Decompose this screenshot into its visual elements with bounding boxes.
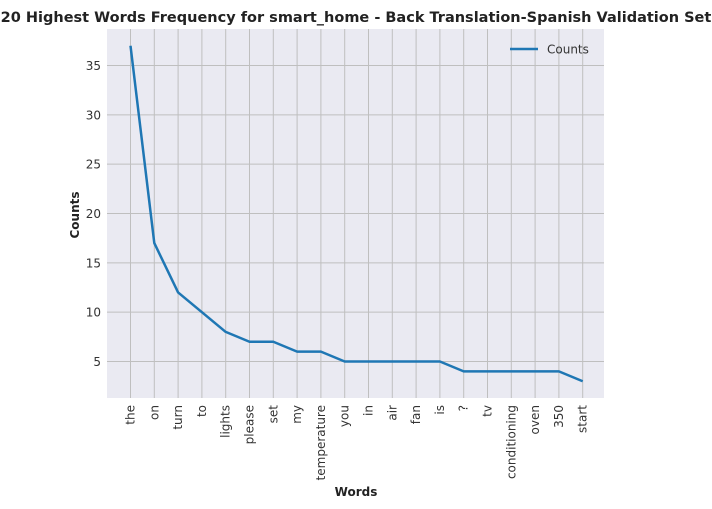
x-tick-label: my [290, 405, 304, 424]
y-tick-label: 25 [86, 158, 101, 172]
x-tick-label: you [338, 405, 352, 427]
y-tick-label: 35 [86, 59, 101, 73]
x-tick-label: tv [481, 405, 495, 417]
legend: Counts [510, 43, 589, 57]
series-line [129, 45, 584, 383]
x-tick-label: 350 [552, 405, 566, 428]
x-tick-label: conditioning [504, 405, 518, 479]
x-tick-label: on [147, 405, 161, 420]
x-tick-label: oven [528, 405, 542, 434]
x-tick-label: in [362, 405, 376, 416]
x-tick-label: set [266, 405, 280, 424]
x-tick-label: is [433, 405, 447, 415]
x-tick-label: please [243, 405, 257, 444]
chart-title: 20 Highest Words Frequency for smart_hom… [1, 10, 712, 26]
x-tick-label: the [124, 405, 138, 425]
x-tick-label: to [195, 405, 209, 417]
y-tick-label: 5 [93, 355, 101, 369]
y-tick-label: 30 [86, 108, 101, 122]
x-tick-labels: the on turn to lights please set my temperature y… [124, 405, 590, 481]
x-tick-label: start [576, 405, 590, 433]
x-tick-label: turn [171, 405, 185, 430]
grid [107, 29, 604, 398]
legend-label: Counts [547, 43, 589, 57]
x-tick-label: fan [409, 405, 423, 424]
y-tick-label: 20 [86, 207, 101, 221]
x-axis-label: Words [335, 485, 378, 499]
x-tick-label: temperature [314, 405, 328, 480]
y-tick-label: 10 [86, 306, 101, 320]
x-tick-label: air [385, 405, 399, 421]
x-tick-label: ? [457, 405, 471, 411]
x-tick-label: lights [219, 405, 233, 438]
y-axis-label: Counts [68, 191, 82, 238]
series-layer [129, 45, 584, 383]
y-tick-label: 15 [86, 256, 101, 270]
y-tick-labels: 5 10 15 20 25 30 35 [86, 59, 101, 369]
